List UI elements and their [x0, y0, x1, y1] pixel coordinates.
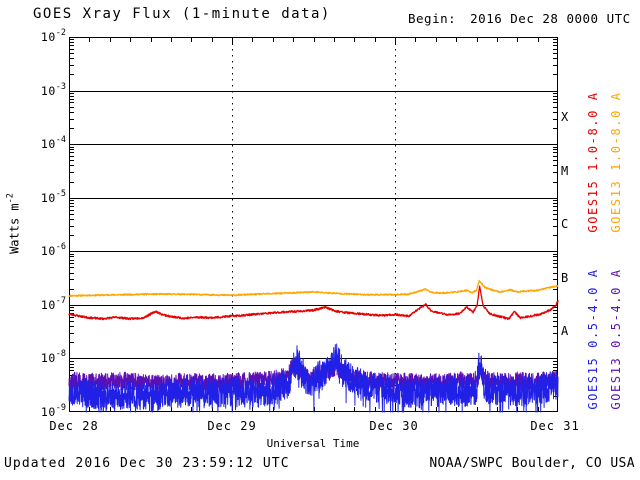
flare-class-c: C	[561, 217, 569, 231]
y-tick-1e-2: 10-2	[40, 28, 66, 44]
y-tick-1e-4: 10-4	[40, 135, 66, 151]
y-tick-1e-9: 10-9	[40, 403, 66, 419]
legend-goes13-long: GOES13 1.0-8.0 A	[609, 91, 623, 233]
flare-class-b: B	[561, 271, 569, 285]
x-axis-label: Universal Time	[266, 437, 360, 450]
y-tick-1e-3: 10-3	[40, 82, 66, 98]
begin-time: Begin: 2016 Dec 28 0000 UTC	[408, 11, 631, 26]
chart-title: GOES Xray Flux (1-minute data)	[33, 6, 331, 22]
x-tick-dec30: Dec 30	[369, 419, 419, 433]
y-tick-1e-5: 10-5	[40, 189, 66, 205]
y-tick-1e-8: 10-8	[40, 349, 66, 365]
flare-class-x: X	[561, 110, 569, 124]
x-tick-dec31: Dec 31	[530, 419, 580, 433]
legend-goes15-long: GOES15 1.0-8.0 A	[586, 91, 600, 233]
x-tick-dec29: Dec 29	[207, 419, 257, 433]
begin-value: 2016 Dec 28 0000 UTC	[470, 11, 631, 26]
credit-text: NOAA/SWPC Boulder, CO USA	[429, 456, 635, 471]
begin-label: Begin:	[408, 11, 457, 26]
y-tick-1e-6: 10-6	[40, 242, 66, 258]
x-tick-dec28: Dec 28	[49, 419, 99, 433]
y-tick-1e-7: 10-7	[40, 296, 66, 312]
y-axis-label: Watts m-2	[5, 193, 22, 254]
flare-class-m: M	[561, 164, 569, 178]
flare-class-a: A	[561, 324, 569, 338]
legend-goes15-short: GOES15 0.5-4.0 A	[586, 268, 600, 410]
updated-timestamp: Updated 2016 Dec 30 23:59:12 UTC	[4, 456, 290, 471]
legend-goes13-short: GOES13 0.5-4.0 A	[609, 268, 623, 410]
